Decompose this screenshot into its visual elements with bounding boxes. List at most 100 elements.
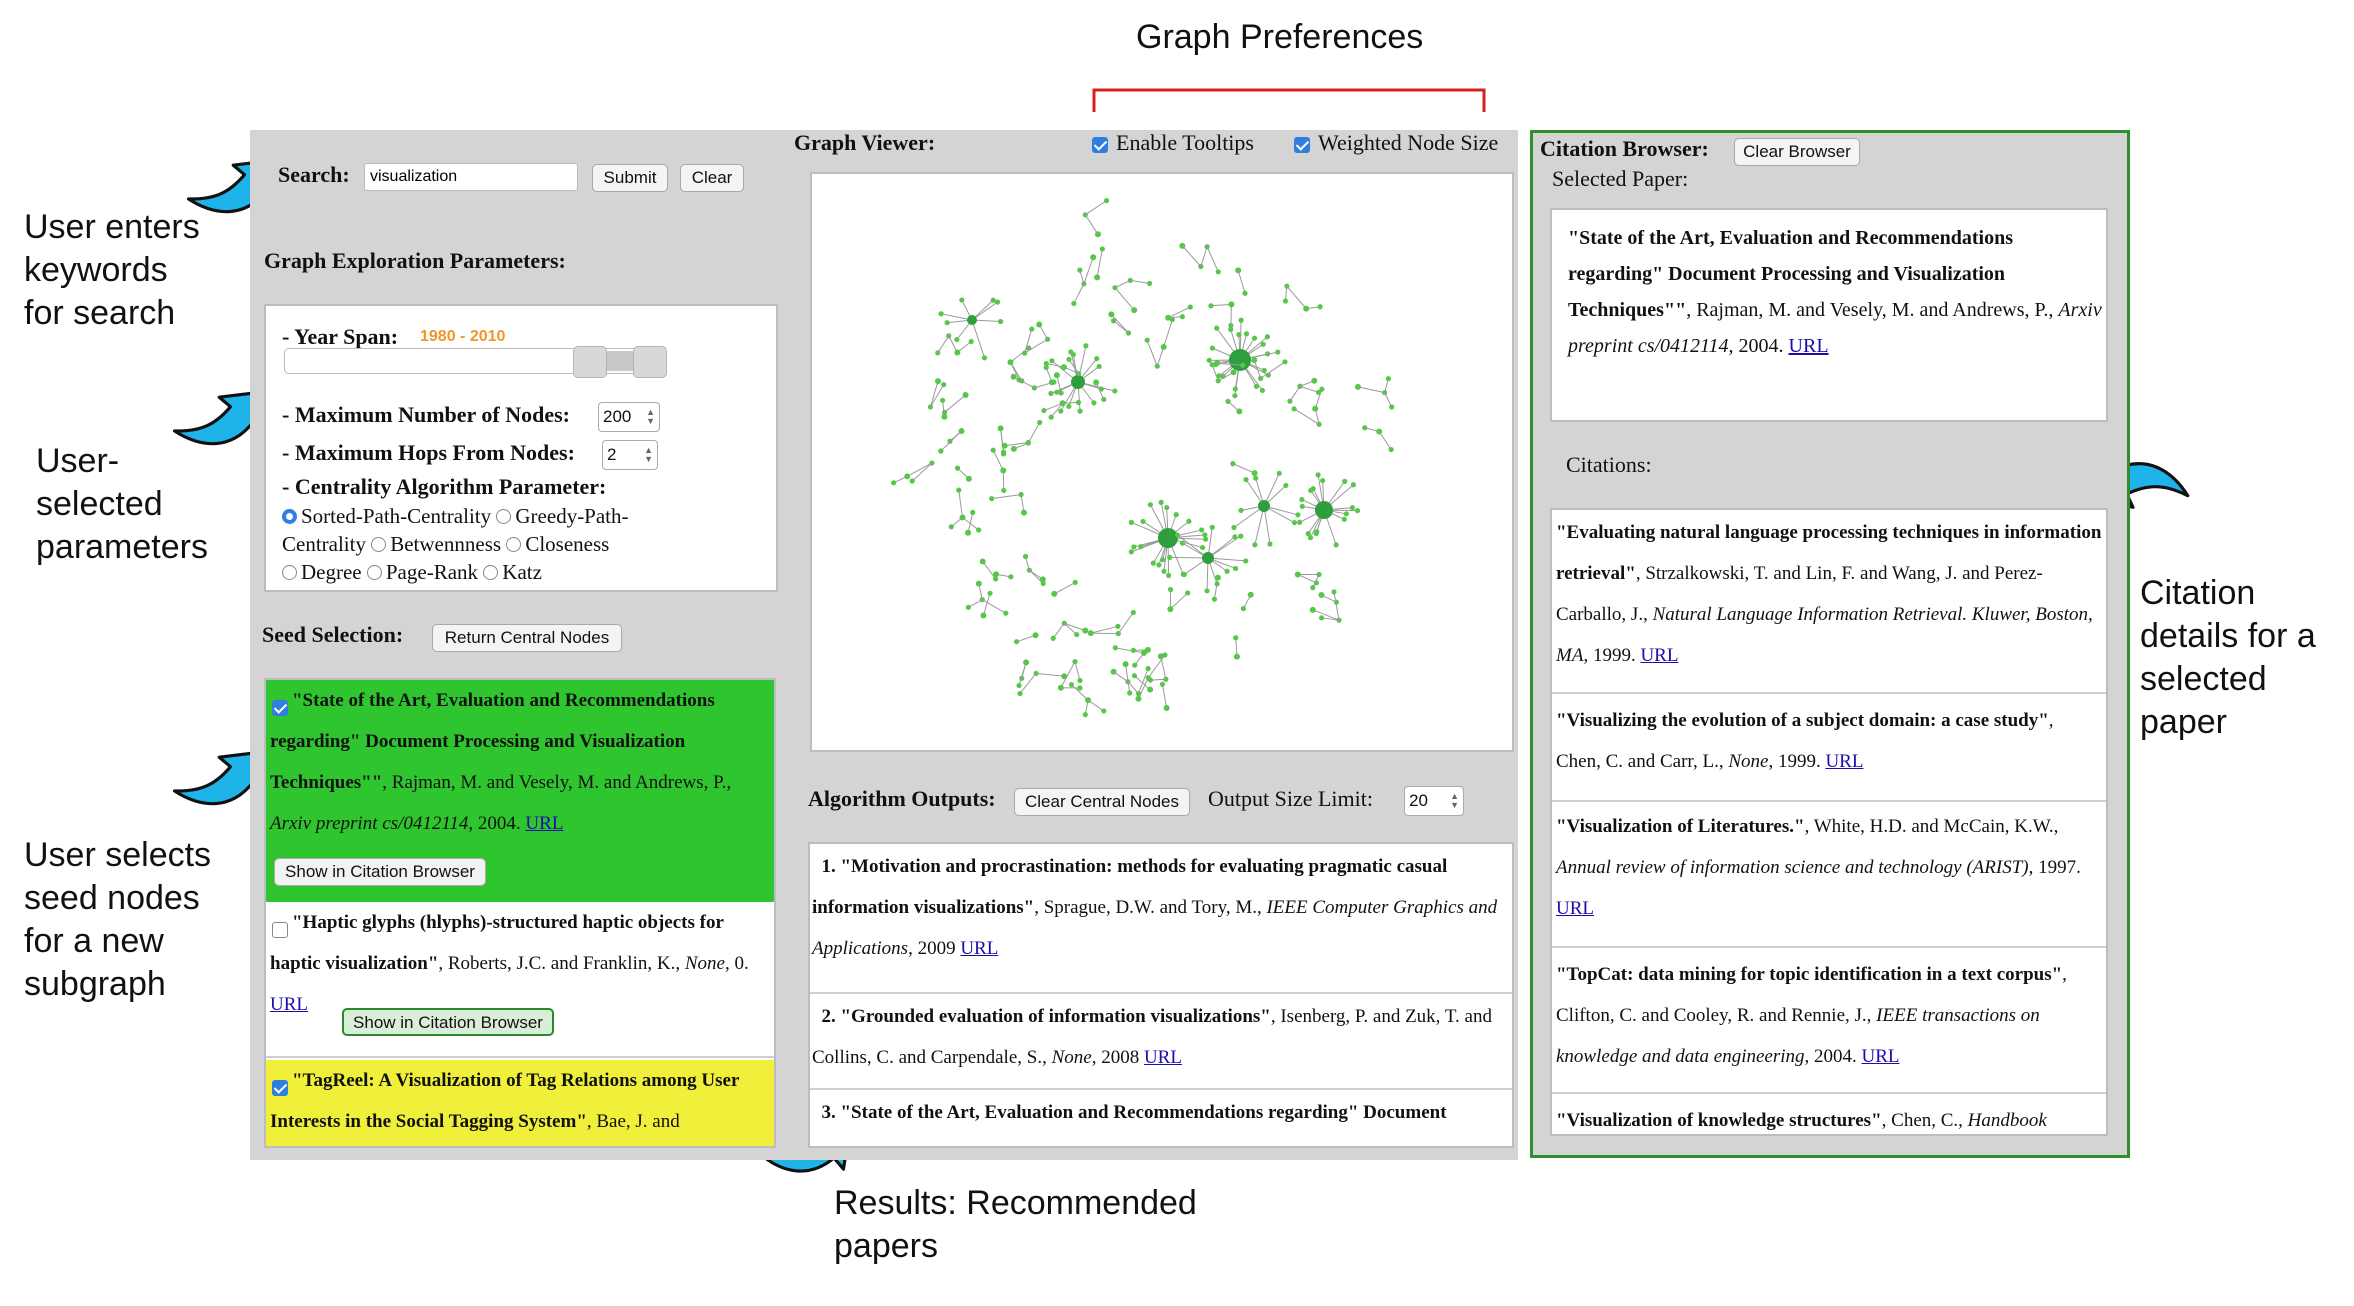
graph-node[interactable]: [1310, 585, 1316, 591]
graph-node[interactable]: [1091, 400, 1097, 406]
graph-node[interactable]: [1267, 541, 1273, 547]
graph-node[interactable]: [1049, 358, 1055, 364]
graph-node[interactable]: [948, 524, 954, 530]
graph-node[interactable]: [1094, 356, 1100, 362]
graph-node[interactable]: [947, 438, 953, 444]
graph-node[interactable]: [1232, 565, 1239, 572]
graph-node[interactable]: [1362, 425, 1368, 431]
graph-node[interactable]: [1110, 668, 1117, 675]
graph-node[interactable]: [1209, 524, 1215, 530]
graph-node[interactable]: [1094, 274, 1101, 281]
graph-node[interactable]: [1167, 586, 1174, 593]
graph-node[interactable]: [979, 558, 986, 565]
graph-node[interactable]: [1162, 652, 1168, 658]
graph-node[interactable]: [1313, 580, 1319, 586]
graph-node[interactable]: [980, 612, 987, 619]
graph-node[interactable]: [1208, 303, 1214, 309]
graph-node[interactable]: [1115, 623, 1121, 629]
graph-node[interactable]: [938, 448, 944, 454]
graph-node[interactable]: [1228, 301, 1235, 308]
graph-node[interactable]: [1140, 518, 1146, 525]
graph-node[interactable]: [1202, 552, 1214, 564]
graph-node[interactable]: [1043, 360, 1049, 367]
graph-node[interactable]: [1260, 341, 1266, 347]
graph-node[interactable]: [1242, 290, 1248, 296]
graph-node[interactable]: [1160, 344, 1167, 351]
radio-closeness[interactable]: [506, 536, 522, 552]
enable-tooltips-checkbox[interactable]: [1092, 137, 1108, 153]
clear-central-nodes-button[interactable]: Clear Central Nodes: [1014, 788, 1190, 816]
graph-node[interactable]: [1261, 367, 1267, 373]
graph-node[interactable]: [1235, 267, 1242, 274]
graph-node[interactable]: [1314, 529, 1320, 535]
graph-node[interactable]: [1317, 304, 1323, 310]
graph-node[interactable]: [1209, 362, 1215, 368]
graph-node[interactable]: [1068, 682, 1075, 688]
graph-node[interactable]: [1032, 632, 1039, 639]
graph-node[interactable]: [1145, 665, 1151, 672]
graph-node[interactable]: [1251, 335, 1258, 341]
graph-node[interactable]: [1299, 503, 1305, 509]
graph-node[interactable]: [1229, 349, 1251, 371]
graph-node[interactable]: [965, 529, 972, 536]
graph-node[interactable]: [1247, 591, 1254, 598]
graph-node[interactable]: [1144, 646, 1151, 653]
output-url-link[interactable]: URL: [1143, 1047, 1182, 1068]
graph-node[interactable]: [1008, 574, 1014, 580]
graph-node[interactable]: [1066, 403, 1072, 409]
graph-node[interactable]: [1252, 542, 1258, 548]
year-span-handle-max[interactable]: [633, 346, 667, 378]
graph-node[interactable]: [1238, 317, 1244, 323]
graph-node[interactable]: [1127, 277, 1133, 284]
graph-node[interactable]: [1320, 477, 1326, 484]
graph-node[interactable]: [1165, 314, 1172, 321]
graph-node[interactable]: [940, 397, 946, 403]
graph-node[interactable]: [1031, 385, 1037, 391]
radio-sorted-path-centrality[interactable]: [282, 508, 297, 524]
clear-button[interactable]: Clear: [680, 164, 744, 192]
graph-node[interactable]: [1001, 442, 1008, 449]
graph-node[interactable]: [1074, 631, 1080, 638]
seed-checkbox[interactable]: [272, 700, 288, 716]
graph-node[interactable]: [992, 576, 999, 582]
graph-node[interactable]: [1167, 554, 1173, 560]
graph-node[interactable]: [1022, 553, 1029, 560]
year-span-handle-min[interactable]: [573, 346, 607, 378]
graph-node[interactable]: [1287, 398, 1293, 404]
graph-node[interactable]: [1343, 511, 1349, 517]
graph-node[interactable]: [1082, 712, 1088, 718]
graph-node[interactable]: [1238, 507, 1244, 513]
graph-node[interactable]: [1297, 519, 1303, 525]
graph-node[interactable]: [938, 311, 944, 317]
graph-node[interactable]: [1048, 390, 1054, 397]
seed-url-link[interactable]: URL: [270, 994, 308, 1015]
graph-node[interactable]: [1311, 377, 1318, 384]
graph-node[interactable]: [1039, 576, 1046, 583]
graph-node[interactable]: [1251, 470, 1258, 477]
graph-node[interactable]: [998, 318, 1004, 325]
graph-node[interactable]: [1083, 343, 1089, 349]
submit-button[interactable]: Submit: [592, 164, 668, 192]
graph-node[interactable]: [970, 509, 976, 515]
graph-node[interactable]: [1085, 697, 1092, 704]
graph-node[interactable]: [1231, 524, 1237, 531]
radio-degree[interactable]: [282, 564, 297, 580]
graph-node[interactable]: [1216, 373, 1222, 379]
graph-node[interactable]: [1203, 536, 1209, 542]
graph-node[interactable]: [1318, 592, 1325, 599]
graph-node[interactable]: [1211, 596, 1218, 602]
radio-greedy-path-centrality[interactable]: [496, 508, 512, 524]
graph-node[interactable]: [1037, 419, 1043, 426]
graph-node[interactable]: [990, 297, 996, 303]
graph-node[interactable]: [1077, 677, 1083, 684]
graph-node[interactable]: [959, 297, 965, 303]
graph-node[interactable]: [1094, 231, 1101, 238]
graph-node[interactable]: [941, 413, 948, 420]
graph-node[interactable]: [1309, 606, 1316, 613]
graph-node[interactable]: [1310, 486, 1316, 492]
graph-node[interactable]: [1282, 298, 1289, 304]
graph-node[interactable]: [1049, 379, 1056, 386]
graph-node[interactable]: [1023, 659, 1030, 666]
graph-node[interactable]: [1204, 588, 1210, 594]
graph-node[interactable]: [1350, 482, 1356, 488]
